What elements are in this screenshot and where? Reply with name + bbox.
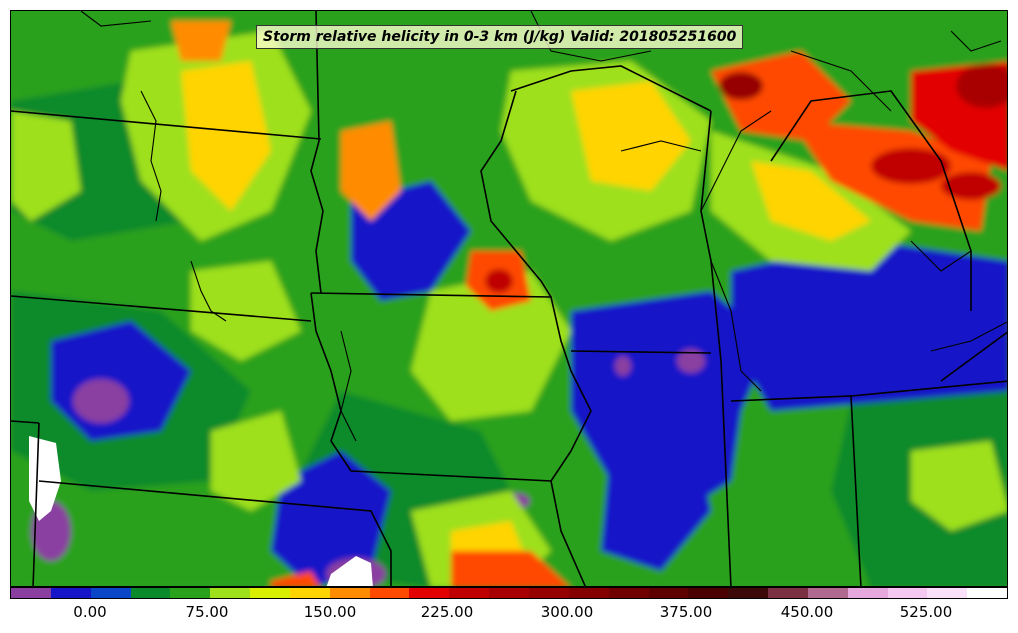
colorbar-swatch [409, 588, 450, 598]
map-title: Storm relative helicity in 0-3 km (J/kg)… [256, 25, 744, 49]
colorbar-tick-label: 225.00 [420, 603, 474, 621]
helicity-field [11, 11, 1007, 586]
colorbar-swatch [967, 588, 1008, 598]
colorbar-swatch [170, 588, 211, 598]
colorbar-swatch [528, 588, 569, 598]
colorbar-swatch [90, 588, 131, 598]
colorbar-swatch [768, 588, 808, 598]
state-boundaries [11, 11, 1007, 586]
colorbar-swatch [489, 588, 529, 598]
colorbar-swatch [887, 588, 928, 598]
colorbar-ticks: 0.00 75.00 150.00 225.00 300.00 375.00 450.00 5… [10, 600, 1008, 630]
colorbar-swatch [11, 588, 51, 598]
colorbar-tick-label: 300.00 [540, 603, 594, 621]
colorbar-swatch [130, 588, 171, 598]
colorbar-tick-label: 150.00 [303, 603, 357, 621]
helicity-map [11, 11, 1007, 586]
colorbar-swatch [807, 588, 848, 598]
colorbar-swatch [568, 588, 609, 598]
colorbar-swatch [369, 588, 410, 598]
colorbar-swatch [927, 588, 968, 598]
colorbar-tick-label: 450.00 [780, 603, 834, 621]
colorbar-tick-label: 0.00 [73, 603, 107, 621]
colorbar-swatch [648, 588, 689, 598]
colorbar-swatch [210, 588, 251, 598]
colorbar-swatch [50, 588, 91, 598]
colorbar-tick-label: 75.00 [185, 603, 229, 621]
colorbar-swatch [728, 588, 769, 598]
colorbar-swatch [688, 588, 729, 598]
colorbar-swatch [289, 588, 330, 598]
colorbar-swatch [608, 588, 649, 598]
colorbar-swatch [250, 588, 290, 598]
colorbar-swatch [329, 588, 370, 598]
colorbar-tick-label: 525.00 [899, 603, 953, 621]
colorbar-swatch [449, 588, 490, 598]
map-panel: Storm relative helicity in 0-3 km (J/kg)… [10, 10, 1008, 587]
colorbar [10, 587, 1008, 599]
colorbar-swatch [847, 588, 888, 598]
colorbar-tick-label: 375.00 [659, 603, 713, 621]
